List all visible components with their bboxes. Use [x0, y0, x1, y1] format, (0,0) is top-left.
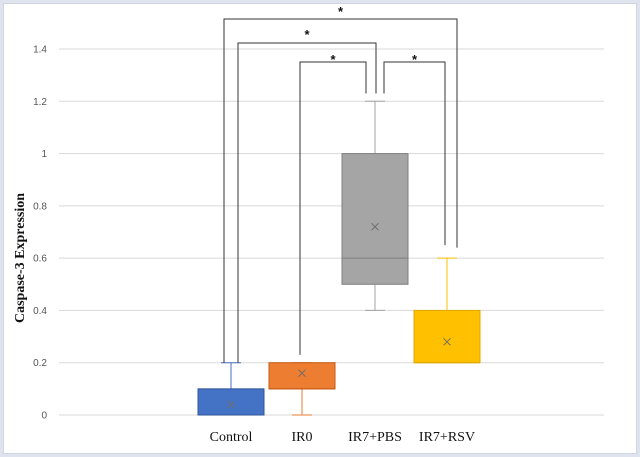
significance-bracket: *: [299, 52, 367, 355]
y-axis-ticks: 0 0.2 0.4 0.6 0.8 1 1.2 1.4: [33, 45, 47, 422]
significance-star: *: [304, 27, 310, 42]
x-axis-categories: Control IR0 IR7+PBS IR7+RSV: [210, 430, 475, 445]
mean-marker: [298, 369, 306, 378]
x-category-label: IR7+PBS: [348, 430, 402, 445]
significance-bracket: *: [223, 4, 458, 363]
chart-frame: 0 0.2 0.4 0.6 0.8 1 1.2 1.4 * * * * Control IR0 IR7+…: [3, 3, 637, 454]
x-category-label: IR0: [292, 430, 313, 445]
box-body: [413, 309, 481, 364]
y-tick-label: 0.8: [33, 201, 47, 212]
x-category-label: IR7+RSV: [419, 430, 475, 445]
x-category-label: Control: [210, 430, 253, 445]
y-tick-label: 1.4: [33, 45, 47, 56]
mean-marker: [371, 222, 379, 231]
box-plot-chart: 0 0.2 0.4 0.6 0.8 1 1.2 1.4 * * * * Control IR0 IR7+…: [13, 4, 604, 445]
y-tick-label: 1: [41, 149, 47, 160]
box-control: [197, 362, 265, 416]
boxes: [197, 100, 481, 416]
bracket-line: [383, 61, 446, 246]
mean-marker: [227, 400, 235, 409]
y-tick-label: 0: [41, 411, 47, 422]
y-tick-label: 0.6: [33, 254, 47, 265]
y-tick-label: 0.4: [33, 306, 47, 317]
box-ir0: [268, 362, 336, 416]
significance-star: *: [412, 52, 418, 67]
bracket-line: [223, 18, 458, 363]
box-body: [197, 388, 265, 416]
gridlines: [59, 48, 604, 416]
y-axis-label: Caspase-3 Expression: [13, 193, 28, 323]
box-body: [268, 362, 336, 390]
box-ir7-pbs: [341, 100, 409, 311]
box-ir7-rsv: [413, 257, 481, 364]
significance-star: *: [330, 52, 336, 67]
mean-marker: [443, 337, 451, 346]
box-body: [341, 153, 409, 285]
bracket-line: [299, 61, 367, 355]
significance-bracket: *: [237, 27, 377, 363]
y-tick-label: 0.2: [33, 358, 47, 369]
bracket-line: [237, 42, 377, 363]
significance-bracket: *: [383, 52, 446, 246]
significance-star: *: [338, 4, 344, 19]
y-tick-label: 1.2: [33, 97, 47, 108]
significance-brackets: * * * *: [223, 4, 458, 363]
